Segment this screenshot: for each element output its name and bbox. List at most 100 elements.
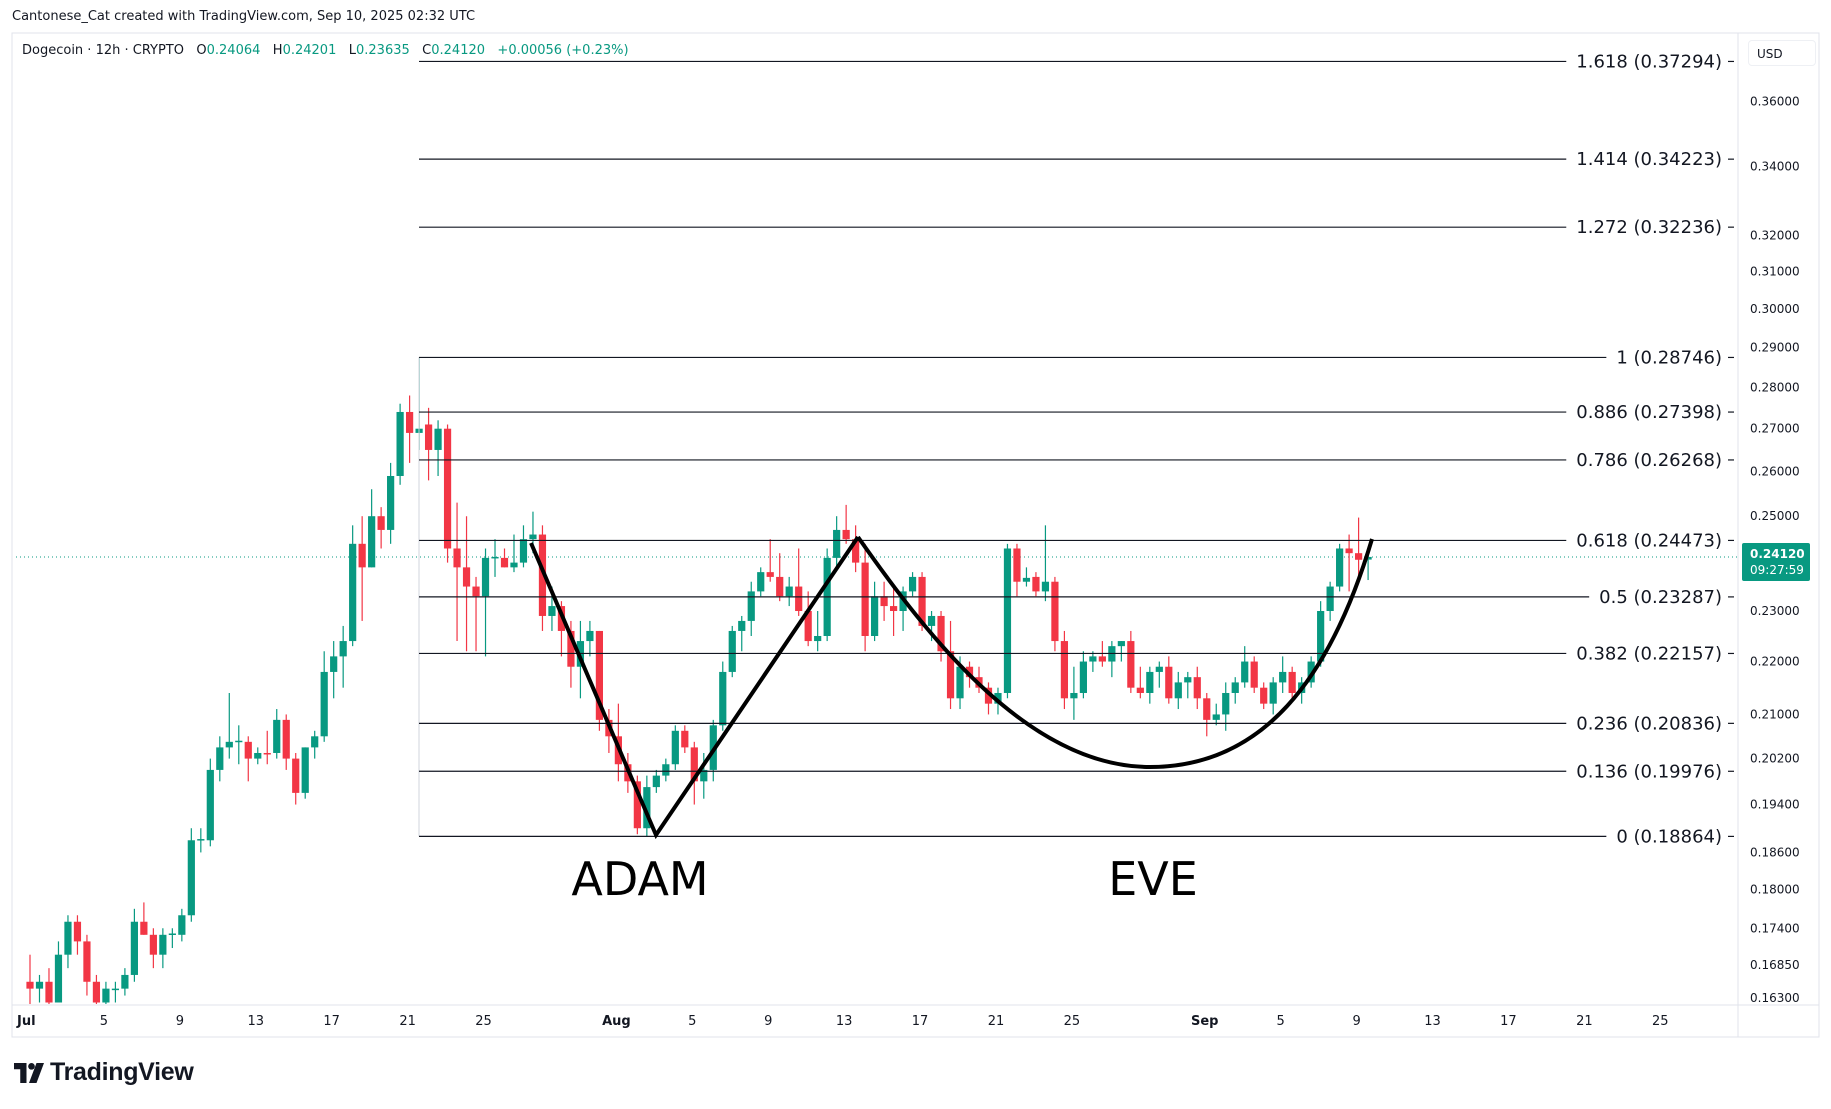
- candle[interactable]: [1146, 666, 1154, 704]
- candle[interactable]: [1060, 630, 1069, 710]
- candle[interactable]: [538, 525, 547, 631]
- fib-level[interactable]: 0.382 (0.22157): [419, 643, 1734, 664]
- candle[interactable]: [472, 576, 480, 652]
- candle[interactable]: [83, 934, 91, 996]
- candle[interactable]: [747, 581, 755, 636]
- candle[interactable]: [197, 828, 205, 853]
- candle[interactable]: [320, 651, 328, 742]
- candle[interactable]: [1013, 543, 1021, 597]
- plot-area[interactable]: [12, 357, 1738, 1009]
- candle[interactable]: [1174, 671, 1182, 710]
- candle[interactable]: [1269, 677, 1277, 715]
- candle[interactable]: [795, 548, 803, 616]
- candle[interactable]: [984, 682, 993, 715]
- candle[interactable]: [766, 539, 774, 582]
- candle[interactable]: [719, 661, 727, 731]
- candle[interactable]: [671, 725, 679, 770]
- candle[interactable]: [54, 941, 63, 1003]
- pattern-drawings[interactable]: ADAM EVE: [529, 535, 1374, 906]
- candle[interactable]: [776, 553, 784, 602]
- candle[interactable]: [1041, 525, 1050, 602]
- adam-v-line[interactable]: [529, 535, 860, 840]
- eve-curve-line[interactable]: [856, 535, 1374, 770]
- candle[interactable]: [244, 736, 252, 782]
- candle[interactable]: [842, 504, 850, 544]
- time-axis[interactable]: Jul 5 9 13 17 21 25 Aug 5 9 13 17 21 25 Sep 5 9 13 17 21 25: [16, 1014, 1669, 1029]
- candle[interactable]: [73, 915, 82, 955]
- fib-level[interactable]: 1.414 (0.34223): [419, 149, 1734, 170]
- candle[interactable]: [1079, 651, 1087, 699]
- candle[interactable]: [358, 516, 366, 621]
- candle[interactable]: [586, 620, 594, 657]
- candle[interactable]: [377, 507, 385, 549]
- candle[interactable]: [225, 692, 233, 759]
- candle[interactable]: [1032, 572, 1040, 597]
- candle[interactable]: [387, 462, 395, 544]
- candle[interactable]: [216, 736, 224, 782]
- fib-level[interactable]: 0 (0.18864): [419, 826, 1734, 847]
- candle[interactable]: [26, 954, 34, 1010]
- candle[interactable]: [396, 403, 404, 485]
- candle[interactable]: [700, 752, 708, 799]
- candle[interactable]: [946, 620, 955, 710]
- candle[interactable]: [130, 908, 138, 982]
- candle[interactable]: [652, 769, 660, 793]
- candle[interactable]: [681, 725, 689, 753]
- candle[interactable]: [45, 968, 53, 1009]
- candle[interactable]: [738, 615, 746, 652]
- candle[interactable]: [368, 489, 376, 568]
- candle[interactable]: [1070, 666, 1078, 720]
- candle[interactable]: [1250, 656, 1258, 693]
- candle[interactable]: [519, 525, 528, 568]
- candle[interactable]: [206, 758, 214, 847]
- candle[interactable]: [1203, 692, 1211, 737]
- candle[interactable]: [330, 641, 338, 699]
- candle[interactable]: [1336, 543, 1344, 592]
- candle[interactable]: [595, 630, 603, 731]
- candle[interactable]: [187, 828, 195, 922]
- candle[interactable]: [643, 775, 651, 837]
- candle[interactable]: [908, 572, 917, 597]
- candle[interactable]: [406, 395, 414, 463]
- candle[interactable]: [1326, 581, 1334, 621]
- candle[interactable]: [462, 516, 471, 652]
- candle[interactable]: [301, 747, 309, 799]
- candle[interactable]: [64, 915, 72, 969]
- symbol-title[interactable]: Dogecoin · 12h · CRYPTO: [22, 43, 184, 58]
- candle[interactable]: [1127, 630, 1135, 693]
- candle[interactable]: [633, 775, 641, 835]
- candle[interactable]: [263, 730, 271, 765]
- candle[interactable]: [149, 928, 157, 969]
- candle[interactable]: [880, 581, 888, 621]
- candle[interactable]: [1222, 682, 1230, 731]
- candle[interactable]: [823, 548, 831, 642]
- candle[interactable]: [728, 625, 736, 678]
- candle[interactable]: [852, 525, 860, 573]
- candle[interactable]: [1108, 641, 1116, 678]
- candle[interactable]: [861, 543, 869, 652]
- candle[interactable]: [92, 974, 101, 1010]
- candle[interactable]: [282, 714, 290, 770]
- candle[interactable]: [871, 581, 879, 642]
- candle[interactable]: [35, 974, 44, 1003]
- candle[interactable]: [1155, 661, 1163, 688]
- candle[interactable]: [1193, 666, 1201, 710]
- candle[interactable]: [235, 725, 243, 765]
- candle[interactable]: [1231, 677, 1239, 704]
- candle[interactable]: [1165, 656, 1173, 704]
- fib-level[interactable]: 0.886 (0.27398): [419, 402, 1734, 423]
- candle[interactable]: [833, 516, 841, 568]
- candle[interactable]: [481, 548, 490, 657]
- candle[interactable]: [1117, 641, 1125, 662]
- candle[interactable]: [1089, 651, 1097, 672]
- candle[interactable]: [757, 567, 765, 597]
- fib-level[interactable]: 1.618 (0.37294): [419, 51, 1734, 72]
- candle[interactable]: [1003, 543, 1012, 699]
- candle[interactable]: [453, 502, 461, 642]
- candle[interactable]: [443, 424, 452, 563]
- candle[interactable]: [1022, 567, 1031, 587]
- candle[interactable]: [349, 525, 357, 647]
- candle[interactable]: [889, 586, 898, 636]
- candle[interactable]: [292, 752, 300, 805]
- candle[interactable]: [1241, 646, 1249, 688]
